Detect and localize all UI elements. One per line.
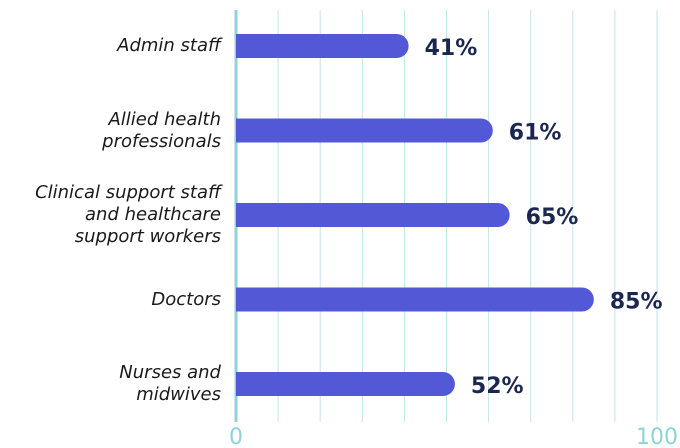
category-label: Allied health professionals xyxy=(102,108,221,152)
value-label: 52% xyxy=(471,374,524,399)
value-label: 61% xyxy=(509,121,562,146)
category-label: Doctors xyxy=(151,288,221,310)
category-label: Admin staff xyxy=(117,35,221,56)
bar-base xyxy=(236,118,260,143)
x-tick-label: 0 xyxy=(229,425,243,448)
bar-base xyxy=(236,372,260,396)
category-label: Nurses and midwives xyxy=(119,362,221,405)
bar xyxy=(236,287,594,312)
value-label: 65% xyxy=(526,205,579,230)
category-label: Clinical support staff and healthcare su… xyxy=(35,182,221,247)
bar-base xyxy=(236,203,260,227)
value-label: 41% xyxy=(425,36,478,61)
bar xyxy=(236,203,510,227)
bar xyxy=(236,372,455,396)
value-label: 85% xyxy=(610,290,663,315)
bar xyxy=(236,118,493,143)
bar-base xyxy=(236,287,260,312)
x-tick-label: 100 xyxy=(636,425,678,448)
bar xyxy=(236,34,409,58)
bar-base xyxy=(236,34,260,58)
